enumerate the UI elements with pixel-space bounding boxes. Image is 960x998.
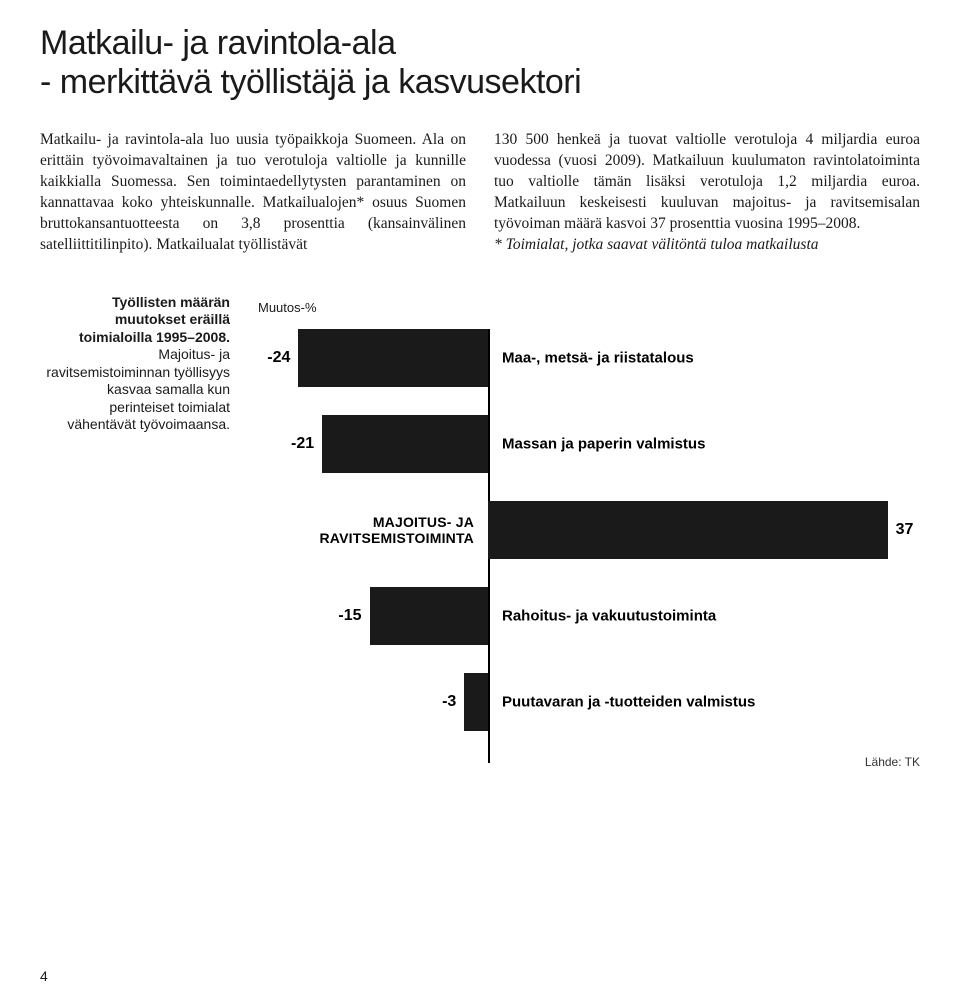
bar-label: Maa-, metsä- ja riistatalous xyxy=(502,349,694,366)
chart-header: Muutos-% xyxy=(258,300,920,315)
lower-section: Työllisten määrän muutokset eräillä toim… xyxy=(40,294,920,763)
employment-chart: Muutos-% Lähde: TK -24Maa-, metsä- ja ri… xyxy=(258,294,920,763)
bar-value: -24 xyxy=(267,349,290,367)
chart-area: Lähde: TK -24Maa-, metsä- ja riistatalou… xyxy=(258,323,920,763)
body-columns: Matkailu- ja ravintola-ala luo uusia työ… xyxy=(40,130,920,256)
body-col-2: 130 500 henkeä ja tuovat valtiolle verot… xyxy=(494,130,920,256)
chart-row: -3 Puutavaran ja -tuotteiden valmistus xyxy=(258,673,920,731)
body-col-2-note: * Toimialat, jotka saavat välitöntä tulo… xyxy=(494,236,819,253)
chart-bar xyxy=(370,587,489,645)
bar-label: Rahoitus- ja vakuutustoiminta xyxy=(502,607,716,624)
chart-row: -21 Massan ja paperin valmistus xyxy=(258,415,920,473)
bar-value: -21 xyxy=(291,435,314,453)
bar-value: -3 xyxy=(442,693,456,711)
chart-row: -15 Rahoitus- ja vakuutustoiminta xyxy=(258,587,920,645)
body-col-2-text: 130 500 henkeä ja tuovat valtiolle verot… xyxy=(494,131,920,232)
bar-label: Majoitus- ja ravitsemistoiminta xyxy=(258,514,474,546)
bar-label: Massan ja paperin valmistus xyxy=(502,435,705,452)
chart-bar xyxy=(322,415,488,473)
caption-regular: Majoitus- ja ravitsemistoiminnan työllis… xyxy=(46,346,230,432)
title-line2: - merkittävä työllistäjä ja kasvusektori xyxy=(40,63,581,101)
caption-bold: Työllisten määrän muutokset eräillä toim… xyxy=(79,294,230,345)
bar-value: 37 xyxy=(896,521,914,539)
chart-row: 37 Majoitus- ja ravitsemistoiminta xyxy=(258,501,920,559)
chart-bar xyxy=(298,329,488,387)
body-col-1: Matkailu- ja ravintola-ala luo uusia työ… xyxy=(40,130,466,256)
chart-bar xyxy=(464,673,488,731)
chart-caption: Työllisten määrän muutokset eräillä toim… xyxy=(40,294,230,763)
bar-value: -15 xyxy=(338,607,361,625)
chart-bar xyxy=(488,501,888,559)
bar-label: Puutavaran ja -tuotteiden valmistus xyxy=(502,693,755,710)
chart-row: -24 Maa-, metsä- ja riistatalous xyxy=(258,329,920,387)
page-title: Matkailu- ja ravintola-ala - merkittävä … xyxy=(40,24,920,102)
chart-source: Lähde: TK xyxy=(865,755,920,769)
page-number: 4 xyxy=(40,968,48,984)
title-line1: Matkailu- ja ravintola-ala xyxy=(40,24,396,62)
